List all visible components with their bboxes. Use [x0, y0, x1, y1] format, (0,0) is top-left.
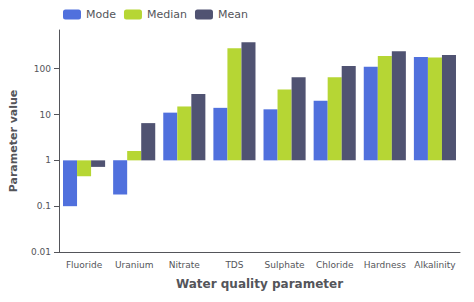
svg-text:Sulphate: Sulphate	[265, 260, 305, 270]
svg-text:Mean: Mean	[218, 8, 248, 21]
svg-text:10: 10	[40, 110, 52, 120]
svg-text:Water quality parameter: Water quality parameter	[176, 277, 343, 291]
svg-text:100: 100	[34, 64, 51, 74]
svg-text:Parameter value: Parameter value	[7, 90, 20, 193]
svg-text:Mode: Mode	[86, 8, 116, 21]
svg-text:Fluoride: Fluoride	[66, 260, 103, 270]
svg-text:Chloride: Chloride	[316, 260, 354, 270]
svg-text:Alkalinity: Alkalinity	[414, 260, 456, 270]
svg-text:Hardness: Hardness	[364, 260, 406, 270]
svg-text:0.01: 0.01	[31, 247, 51, 257]
svg-text:Nitrate: Nitrate	[169, 260, 201, 270]
svg-text:0.1: 0.1	[37, 201, 51, 211]
svg-text:Uranium: Uranium	[115, 260, 153, 270]
svg-text:Median: Median	[147, 8, 187, 21]
svg-text:TDS: TDS	[224, 260, 243, 270]
svg-text:1: 1	[45, 155, 51, 165]
